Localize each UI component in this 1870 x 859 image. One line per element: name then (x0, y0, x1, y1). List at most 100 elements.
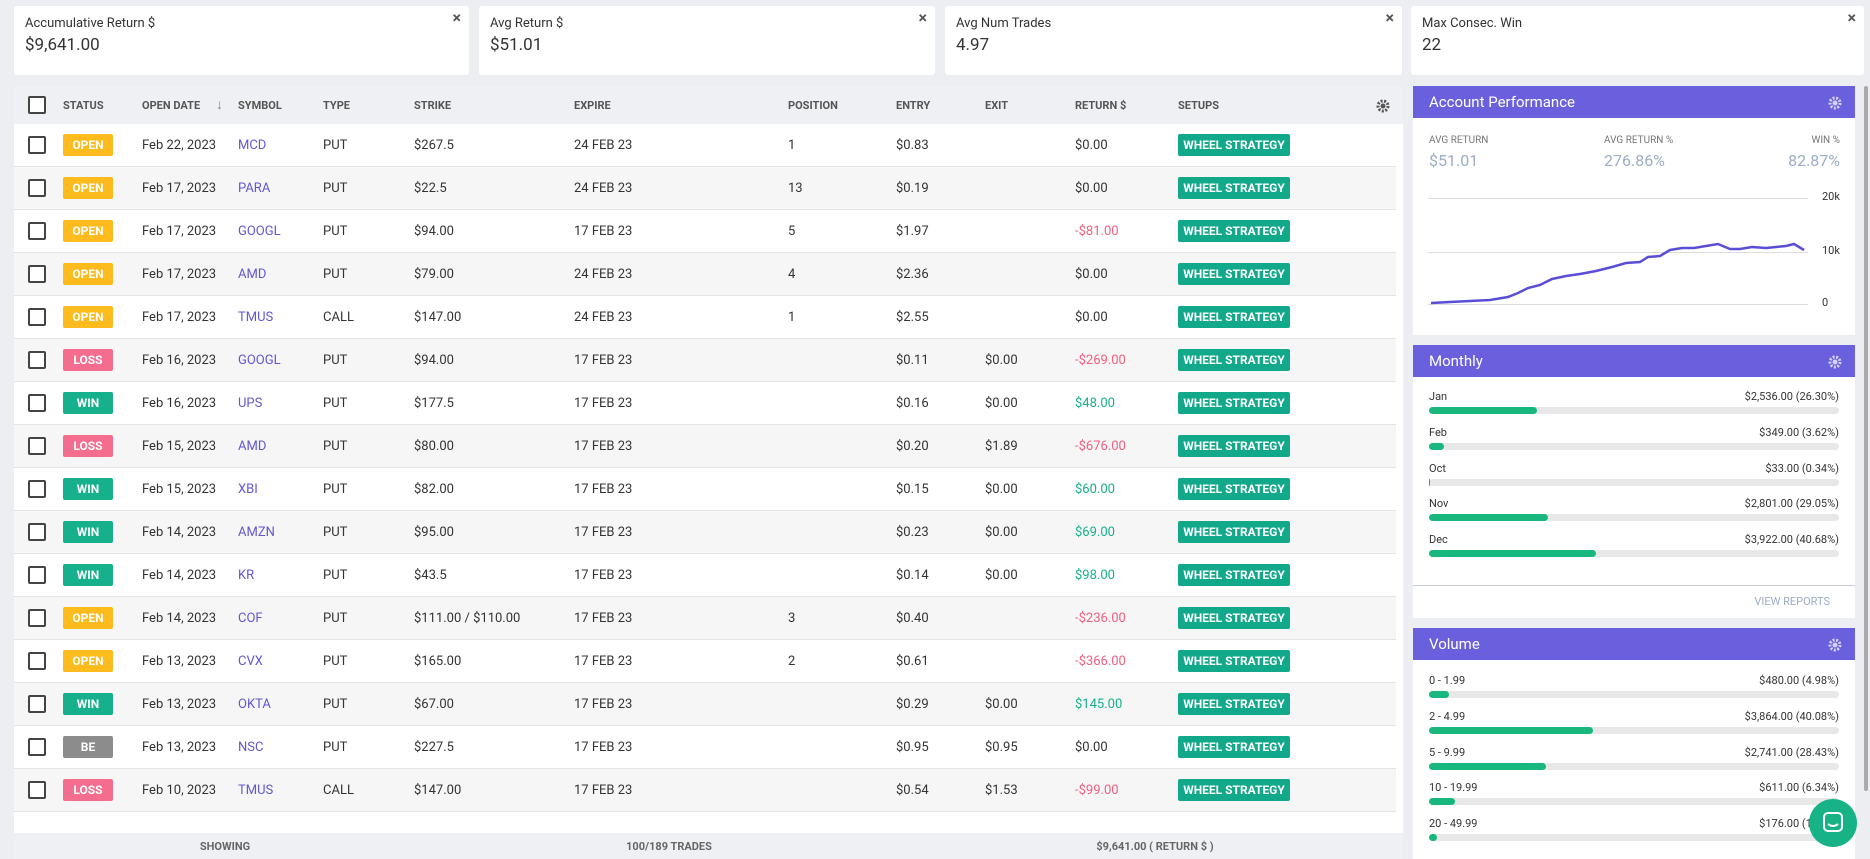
column-header[interactable]: SYMBOL (238, 99, 282, 112)
symbol-link[interactable]: OKTA (238, 697, 271, 712)
checkbox[interactable] (28, 609, 46, 627)
cell-text: $0.00 (985, 396, 1018, 411)
checkbox[interactable] (28, 695, 46, 713)
status-badge: OPEN (63, 263, 113, 285)
symbol-link[interactable]: COF (238, 611, 263, 626)
checkbox[interactable] (28, 738, 46, 756)
symbol-link[interactable]: TMUS (238, 310, 274, 325)
symbol-link[interactable]: AMD (238, 267, 267, 282)
table-row: LOSS Feb 10, 2023 TMUS CALL $147.00 17 FEB 23… (14, 769, 1396, 812)
table-row: OPEN Feb 17, 2023 TMUS CALL $147.00 24 FEB 23… (14, 296, 1396, 339)
checkbox[interactable] (28, 652, 46, 670)
setup-tag: WHEEL STRATEGY (1178, 134, 1290, 156)
cell-text: Feb 14, 2023 (142, 611, 217, 626)
bar-track (1429, 798, 1839, 806)
setup-tag: WHEEL STRATEGY (1178, 607, 1290, 629)
checkbox[interactable] (28, 308, 46, 326)
table-row: BE Feb 13, 2023 NSC PUT $227.5 17 FEB 23 $0.95… (14, 726, 1396, 769)
checkbox[interactable] (28, 96, 46, 114)
bar-label: Nov (1429, 497, 1449, 511)
setup-tag: WHEEL STRATEGY (1178, 478, 1290, 500)
symbol-link[interactable]: XBI (238, 482, 258, 497)
bar-label: 0 - 1.99 (1429, 674, 1466, 687)
cell-text: 13 (788, 181, 803, 196)
checkbox[interactable] (28, 437, 46, 455)
close-icon[interactable]: × (918, 8, 928, 27)
checkbox[interactable] (28, 265, 46, 283)
settings-icon[interactable] (1828, 637, 1842, 652)
checkbox[interactable] (28, 781, 46, 799)
card-label: Accumulative Return $ (25, 16, 156, 31)
column-header[interactable]: ENTRY (896, 99, 931, 112)
footer-text: $9,641.00 ( RETURN $ ) (1096, 840, 1214, 853)
setup-tag: WHEEL STRATEGY (1178, 306, 1290, 328)
axis-label: 0 (1822, 296, 1829, 309)
cell-text: 24 FEB 23 (574, 138, 633, 153)
symbol-link[interactable]: CVX (238, 654, 263, 669)
chat-button[interactable] (1809, 799, 1857, 847)
cell-text: PUT (323, 181, 348, 196)
cell-text: $0.23 (896, 525, 929, 540)
checkbox[interactable] (28, 566, 46, 584)
bar-amount: $3,864.00 (40.08%) (1744, 709, 1839, 723)
checkbox[interactable] (28, 179, 46, 197)
bar-label: Feb (1429, 425, 1447, 439)
setup-tag: WHEEL STRATEGY (1178, 392, 1290, 414)
checkbox[interactable] (28, 136, 46, 154)
bar-fill (1429, 407, 1537, 414)
symbol-link[interactable]: AMD (238, 439, 267, 454)
panel-body (1413, 377, 1855, 618)
column-header[interactable]: POSITION (788, 99, 838, 112)
axis-label: 10k (1822, 244, 1840, 257)
checkbox[interactable] (28, 394, 46, 412)
close-icon[interactable]: × (1385, 8, 1395, 27)
view-reports-link[interactable]: VIEW REPORTS (1754, 595, 1830, 608)
checkbox[interactable] (28, 222, 46, 240)
column-header[interactable]: RETURN $ (1075, 99, 1127, 112)
column-header[interactable]: EXPIRE (574, 99, 611, 112)
cell-text: $67.00 (414, 697, 454, 712)
symbol-link[interactable]: KR (238, 568, 255, 583)
cell-text: 17 FEB 23 (574, 224, 633, 239)
cell-text: 17 FEB 23 (574, 353, 633, 368)
cell-text: $0.20 (896, 439, 929, 454)
column-header[interactable]: EXIT (985, 99, 1009, 112)
cell-text: $0.54 (896, 783, 929, 798)
symbol-link[interactable]: AMZN (238, 525, 275, 540)
cell-text: $95.00 (414, 525, 454, 540)
close-icon[interactable]: × (1847, 8, 1857, 27)
bar-track (1429, 834, 1839, 842)
cell-text: $69.00 (1075, 525, 1115, 540)
checkbox[interactable] (28, 351, 46, 369)
column-header[interactable]: STATUS (63, 99, 104, 112)
stat-card: Accumulative Return $ $9,641.00 × (14, 6, 469, 75)
bar-fill (1429, 550, 1596, 558)
checkbox[interactable] (28, 480, 46, 498)
column-header[interactable]: OPEN DATE (142, 99, 201, 112)
symbol-link[interactable]: TMUS (238, 783, 274, 798)
table-row: OPEN Feb 17, 2023 GOOGL PUT $94.00 17 FEB 23 5… (14, 210, 1396, 253)
symbol-link[interactable]: GOOGL (238, 224, 281, 239)
cell-text: $0.95 (985, 740, 1018, 755)
cell-text: $1.53 (985, 783, 1018, 798)
settings-icon[interactable] (1376, 98, 1390, 113)
column-header[interactable]: SETUPS (1178, 99, 1219, 112)
status-badge: WIN (63, 521, 113, 543)
status-badge: WIN (63, 478, 113, 500)
cell-text: 1 (788, 138, 796, 153)
settings-icon[interactable] (1828, 95, 1842, 110)
symbol-link[interactable]: GOOGL (238, 353, 281, 368)
symbol-link[interactable]: PARA (238, 181, 271, 196)
symbol-link[interactable]: MCD (238, 138, 267, 153)
close-icon[interactable]: × (452, 8, 462, 27)
settings-icon[interactable] (1828, 354, 1842, 369)
column-header[interactable]: TYPE (323, 99, 350, 112)
cell-text: Feb 15, 2023 (142, 482, 217, 497)
table-row: OPEN Feb 17, 2023 PARA PUT $22.5 24 FEB 23 13 $… (14, 167, 1396, 210)
symbol-link[interactable]: NSC (238, 740, 264, 755)
table-body: OPEN Feb 22, 2023 MCD PUT $267.5 24 FEB 23 1 $0… (14, 124, 1396, 833)
symbol-link[interactable]: UPS (238, 396, 263, 411)
cell-text: $0.40 (896, 611, 929, 626)
checkbox[interactable] (28, 523, 46, 541)
column-header[interactable]: STRIKE (414, 99, 452, 112)
